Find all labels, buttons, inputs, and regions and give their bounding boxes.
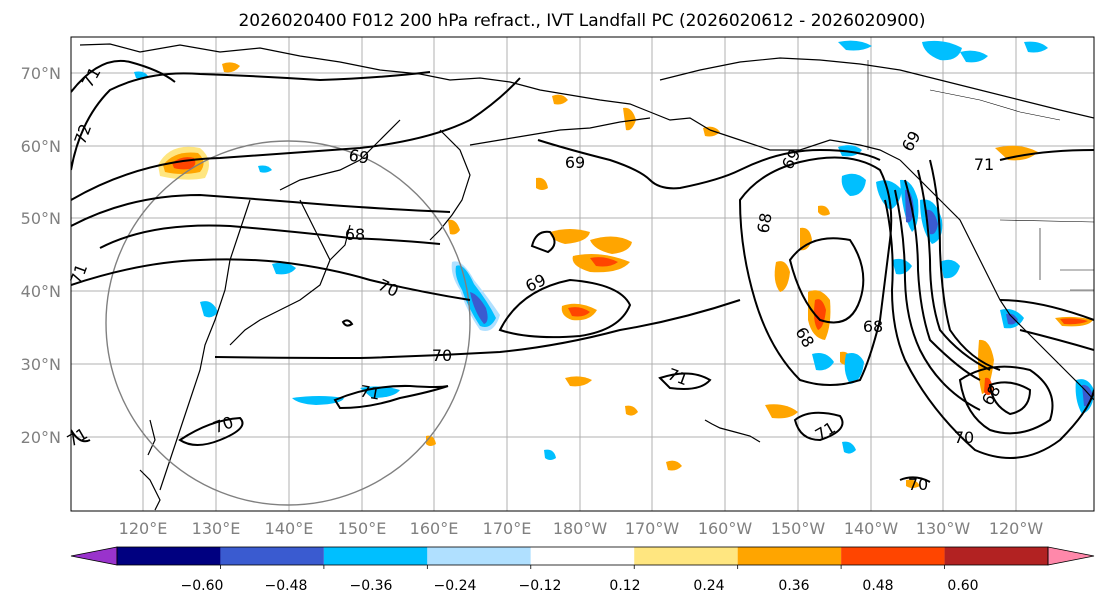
colorbar-segment <box>117 547 221 565</box>
colorbar-segment <box>323 547 428 565</box>
colorbar-tick-label: 0.36 <box>778 578 809 594</box>
colorbar-segment <box>944 547 1048 565</box>
contour-label: 71 <box>974 155 994 174</box>
colorbar-tick-label: 0.48 <box>862 578 893 594</box>
lon-label: 170°W <box>625 519 680 538</box>
colorbar-tick-labels: −0.60 −0.48 −0.36 −0.24 −0.12 0.12 0.24 … <box>181 578 979 594</box>
colorbar-segment <box>530 547 635 565</box>
lon-label: 150°E <box>338 519 387 538</box>
colorbar-tick-label: 0.24 <box>693 578 724 594</box>
coastlines <box>79 43 1094 511</box>
colorbar <box>70 546 1095 569</box>
contour-label: 68 <box>753 211 775 234</box>
lon-label: 180°W <box>553 519 608 538</box>
colorbar-extend-high <box>1047 546 1095 566</box>
contour-label: 69 <box>565 153 585 172</box>
lon-label: 140°W <box>844 519 899 538</box>
colorbar-segment <box>220 547 324 565</box>
contour-label: 68 <box>863 317 883 336</box>
map-border <box>70 36 1095 512</box>
lat-label: 30°N <box>21 355 61 374</box>
contour-label: 70 <box>908 475 928 494</box>
longitude-labels: 120°E 130°E 140°E 150°E 160°E 170°E 180°… <box>119 519 1044 538</box>
map-panel <box>71 37 1094 511</box>
lon-label: 160°W <box>698 519 753 538</box>
lat-label: 20°N <box>21 428 61 447</box>
colorbar-tick-label: −0.60 <box>181 578 224 594</box>
contour-label: 70 <box>432 346 452 365</box>
colorbar-tick-label: −0.24 <box>434 578 477 594</box>
contour-label: 70 <box>954 428 974 447</box>
lon-label: 170°E <box>483 519 532 538</box>
anomaly-fill <box>134 40 1094 488</box>
lon-label: 130°W <box>916 519 971 538</box>
lon-label: 130°E <box>192 519 241 538</box>
colorbar-tick-label: 0.60 <box>947 578 978 594</box>
lat-label: 70°N <box>21 64 61 83</box>
lon-label: 150°W <box>771 519 826 538</box>
colorbar-tick-label: −0.48 <box>265 578 308 594</box>
lon-label: 120°E <box>119 519 168 538</box>
colorbar-tick-label: −0.36 <box>350 578 393 594</box>
colorbar-tick-label: 0.12 <box>609 578 640 594</box>
colorbar-segment <box>427 547 531 565</box>
colorbar-outline <box>116 546 1049 566</box>
colorbar-extend-low <box>70 546 118 566</box>
contour-label: 69 <box>347 145 370 167</box>
colorbar-segment <box>841 547 945 565</box>
lat-label: 60°N <box>21 137 61 156</box>
lat-label: 50°N <box>21 209 61 228</box>
figure-title: 2026020400 F012 200 hPa refract., IVT La… <box>238 11 925 31</box>
colorbar-tick-label: −0.12 <box>519 578 562 594</box>
contour-label: 68 <box>345 225 365 244</box>
latitude-labels: 70°N 60°N 50°N 40°N 30°N 20°N <box>21 64 61 447</box>
lon-label: 160°E <box>410 519 459 538</box>
borders <box>867 60 1094 291</box>
contour-label: 71 <box>358 381 381 403</box>
colorbar-segment <box>737 547 842 565</box>
lon-label: 120°W <box>989 519 1044 538</box>
lon-label: 140°E <box>265 519 314 538</box>
lat-label: 40°N <box>21 282 61 301</box>
region-circle <box>105 140 471 506</box>
colorbar-segment <box>634 547 738 565</box>
refractivity-contours <box>71 59 1094 483</box>
